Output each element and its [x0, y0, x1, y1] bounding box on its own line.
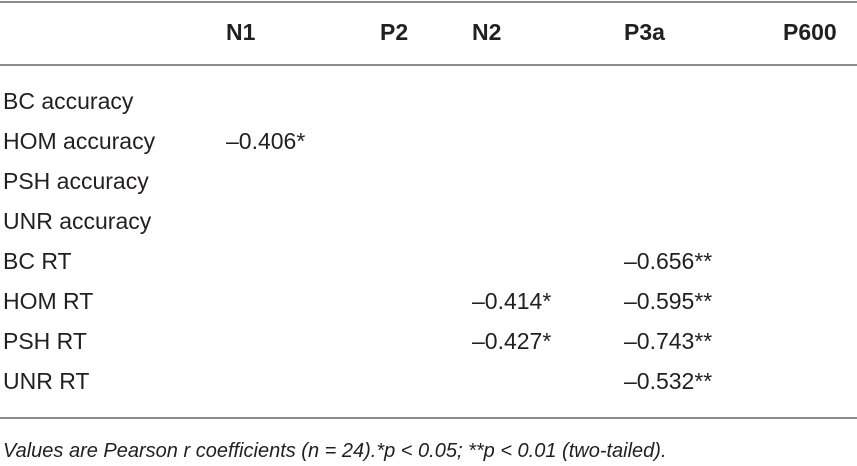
cell-p3a: –0.532**: [624, 368, 713, 394]
cell-p3a: –0.743**: [624, 328, 713, 354]
row-label: BC RT: [3, 248, 72, 274]
cell-p3a: –0.656**: [624, 248, 713, 274]
row-label: UNR RT: [3, 368, 90, 394]
table-row: PSH accuracy: [0, 161, 857, 201]
column-header-p600: P600: [783, 19, 837, 45]
table-row: HOM RT –0.414* –0.595**: [0, 281, 857, 321]
cell-n2: –0.427*: [472, 328, 552, 354]
table-row: BC accuracy: [0, 81, 857, 121]
row-label: BC accuracy: [3, 88, 134, 114]
row-label: HOM accuracy: [3, 128, 156, 154]
column-header-n2: N2: [472, 19, 502, 45]
table-footnote: Values are Pearson r coefficients (n = 2…: [3, 440, 667, 462]
header-separator-rule: [0, 64, 857, 66]
row-label: PSH accuracy: [3, 168, 149, 194]
row-label: UNR accuracy: [3, 208, 152, 234]
table-row: UNR accuracy: [0, 201, 857, 241]
row-label: HOM RT: [3, 288, 94, 314]
table-row: BC RT –0.656**: [0, 241, 857, 281]
column-header-p3a: P3a: [624, 19, 665, 45]
cell-p3a: –0.595**: [624, 288, 713, 314]
row-label: PSH RT: [3, 328, 87, 354]
column-header-p2: P2: [380, 19, 409, 45]
table-bottom-rule: [0, 417, 857, 419]
cell-n1: –0.406*: [226, 128, 306, 154]
table-row: UNR RT –0.532**: [0, 361, 857, 401]
cell-n2: –0.414*: [472, 288, 552, 314]
table-row: HOM accuracy –0.406*: [0, 121, 857, 161]
column-header-n1: N1: [226, 19, 256, 45]
table-top-rule: [0, 1, 857, 3]
table-row: PSH RT –0.427* –0.743**: [0, 321, 857, 361]
